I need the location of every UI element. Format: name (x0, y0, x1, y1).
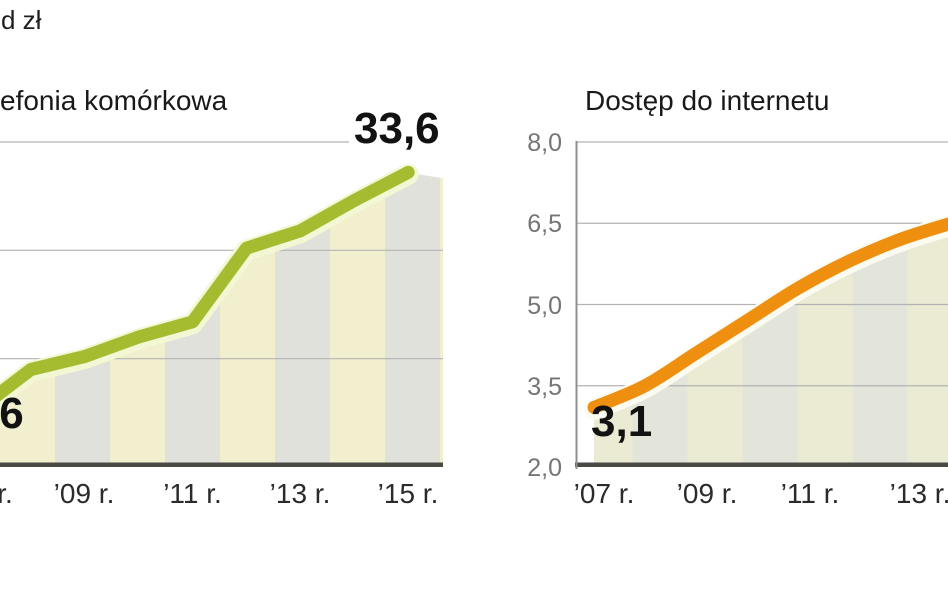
chart-title-internet: Dostęp do internetu (585, 85, 830, 116)
year-stripe (440, 172, 443, 467)
y-tick-label: 3,5 (527, 372, 562, 401)
start-value-label-telefonia: ,6 (0, 389, 24, 438)
year-stripe (220, 172, 275, 467)
year-stripe (907, 223, 948, 467)
x-tick-label: ’09 r. (676, 478, 738, 509)
x-tick-label: ’13 r. (269, 478, 331, 509)
year-stripe (110, 172, 165, 467)
telefonia-chart (0, 141, 443, 467)
x-tick-label: ’11 r. (163, 478, 222, 509)
year-stripe (275, 172, 330, 467)
x-tick-label: ’07 r. (573, 478, 635, 509)
x-tick-label: ’15 r. (377, 478, 439, 509)
internet-line (587, 217, 948, 414)
year-stripe (55, 172, 110, 467)
telefonia-line (0, 165, 415, 402)
y-tick-label: 5,0 (527, 291, 562, 320)
y-tick-label: 8,0 (527, 129, 562, 157)
x-tick-label: ’11 r. (780, 478, 840, 509)
x-tick-label: ’09 r. (53, 478, 115, 509)
y-tick-label: 6,5 (527, 210, 562, 239)
unit-label: d zł (1, 5, 42, 35)
start-value-label-internet: 3,1 (591, 397, 653, 446)
chart-title-telefonia: efonia komórkowa (0, 85, 228, 116)
x-tick-label: r. (0, 478, 13, 509)
x-tick-label: ’13 r. (889, 478, 948, 509)
end-value-label-telefonia: 33,6 (349, 107, 445, 154)
y-tick-label: 2,0 (527, 454, 562, 482)
year-stripe (385, 172, 440, 467)
